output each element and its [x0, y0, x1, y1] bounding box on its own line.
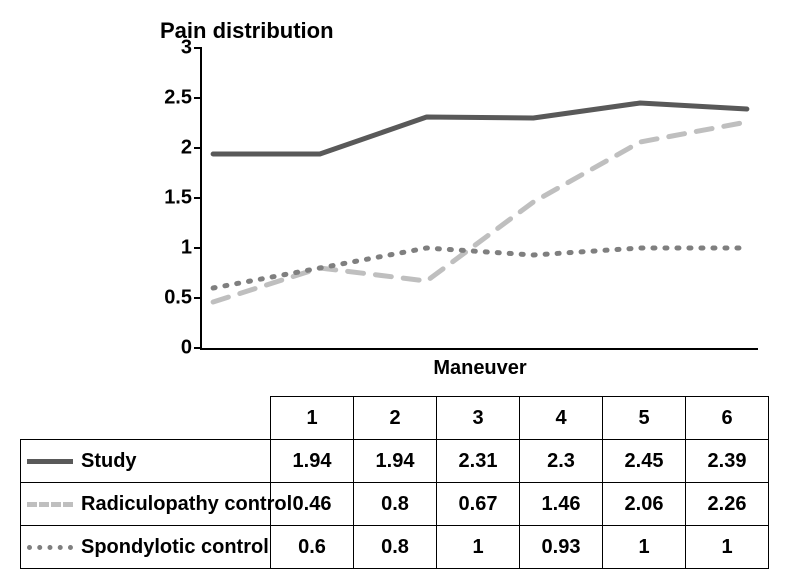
table-row-label-cell: Radiculopathy control [21, 483, 271, 526]
table-row-label-cell: Spondylotic control [21, 526, 271, 569]
series-line-study [213, 103, 747, 154]
table-col-header: 5 [603, 397, 686, 440]
table-col-header: 4 [520, 397, 603, 440]
y-tick-mark [194, 197, 202, 199]
table-row-label-cell: Study [21, 440, 271, 483]
legend-swatch-study [27, 459, 73, 464]
table-header-blank [21, 397, 271, 440]
table-cell: 0.8 [354, 483, 437, 526]
legend-label: Study [81, 451, 137, 472]
chart-title: Pain distribution [160, 18, 766, 44]
y-tick-mark [194, 347, 202, 349]
table-cell: 2.45 [603, 440, 686, 483]
table-cell: 1.94 [271, 440, 354, 483]
table-cell: 1.46 [520, 483, 603, 526]
legend-label: Radiculopathy control [81, 494, 292, 515]
table-col-header: 2 [354, 397, 437, 440]
y-tick-mark [194, 47, 202, 49]
table-header-row: 123456 [21, 397, 769, 440]
y-tick-mark [194, 297, 202, 299]
table-col-header: 6 [686, 397, 769, 440]
table-cell: 1 [437, 526, 520, 569]
chart-plot: Maneuver 00.511.522.53 [200, 48, 758, 350]
table-cell: 2.39 [686, 440, 769, 483]
table-cell: 0.8 [354, 526, 437, 569]
data-table: 123456Study1.941.942.312.32.452.39Radicu… [20, 396, 769, 569]
table-col-header: 1 [271, 397, 354, 440]
legend-label: Spondylotic control [81, 537, 269, 558]
table-cell: 2.06 [603, 483, 686, 526]
x-axis-label: Maneuver [433, 357, 526, 380]
table-cell: 1.94 [354, 440, 437, 483]
table-row: Study1.941.942.312.32.452.39 [21, 440, 769, 483]
table-cell: 0.6 [271, 526, 354, 569]
table-row: Radiculopathy control0.460.80.671.462.06… [21, 483, 769, 526]
table-cell: 2.31 [437, 440, 520, 483]
table-col-header: 3 [437, 397, 520, 440]
y-tick-mark [194, 147, 202, 149]
table-cell: 0.67 [437, 483, 520, 526]
table-cell: 1 [686, 526, 769, 569]
table-cell: 2.26 [686, 483, 769, 526]
table-row: Spondylotic control0.60.810.9311 [21, 526, 769, 569]
y-tick-mark [194, 97, 202, 99]
y-tick-mark [194, 247, 202, 249]
chart-lines-svg [202, 48, 758, 348]
series-line-radiculopathy [213, 122, 747, 302]
legend-swatch-spondylotic [27, 545, 73, 550]
chart-area: Maneuver 00.511.522.53 [20, 48, 766, 388]
table-cell: 0.93 [520, 526, 603, 569]
series-line-spondylotic [213, 248, 747, 288]
table-cell: 2.3 [520, 440, 603, 483]
table-cell: 1 [603, 526, 686, 569]
legend-swatch-radiculopathy [27, 502, 73, 507]
